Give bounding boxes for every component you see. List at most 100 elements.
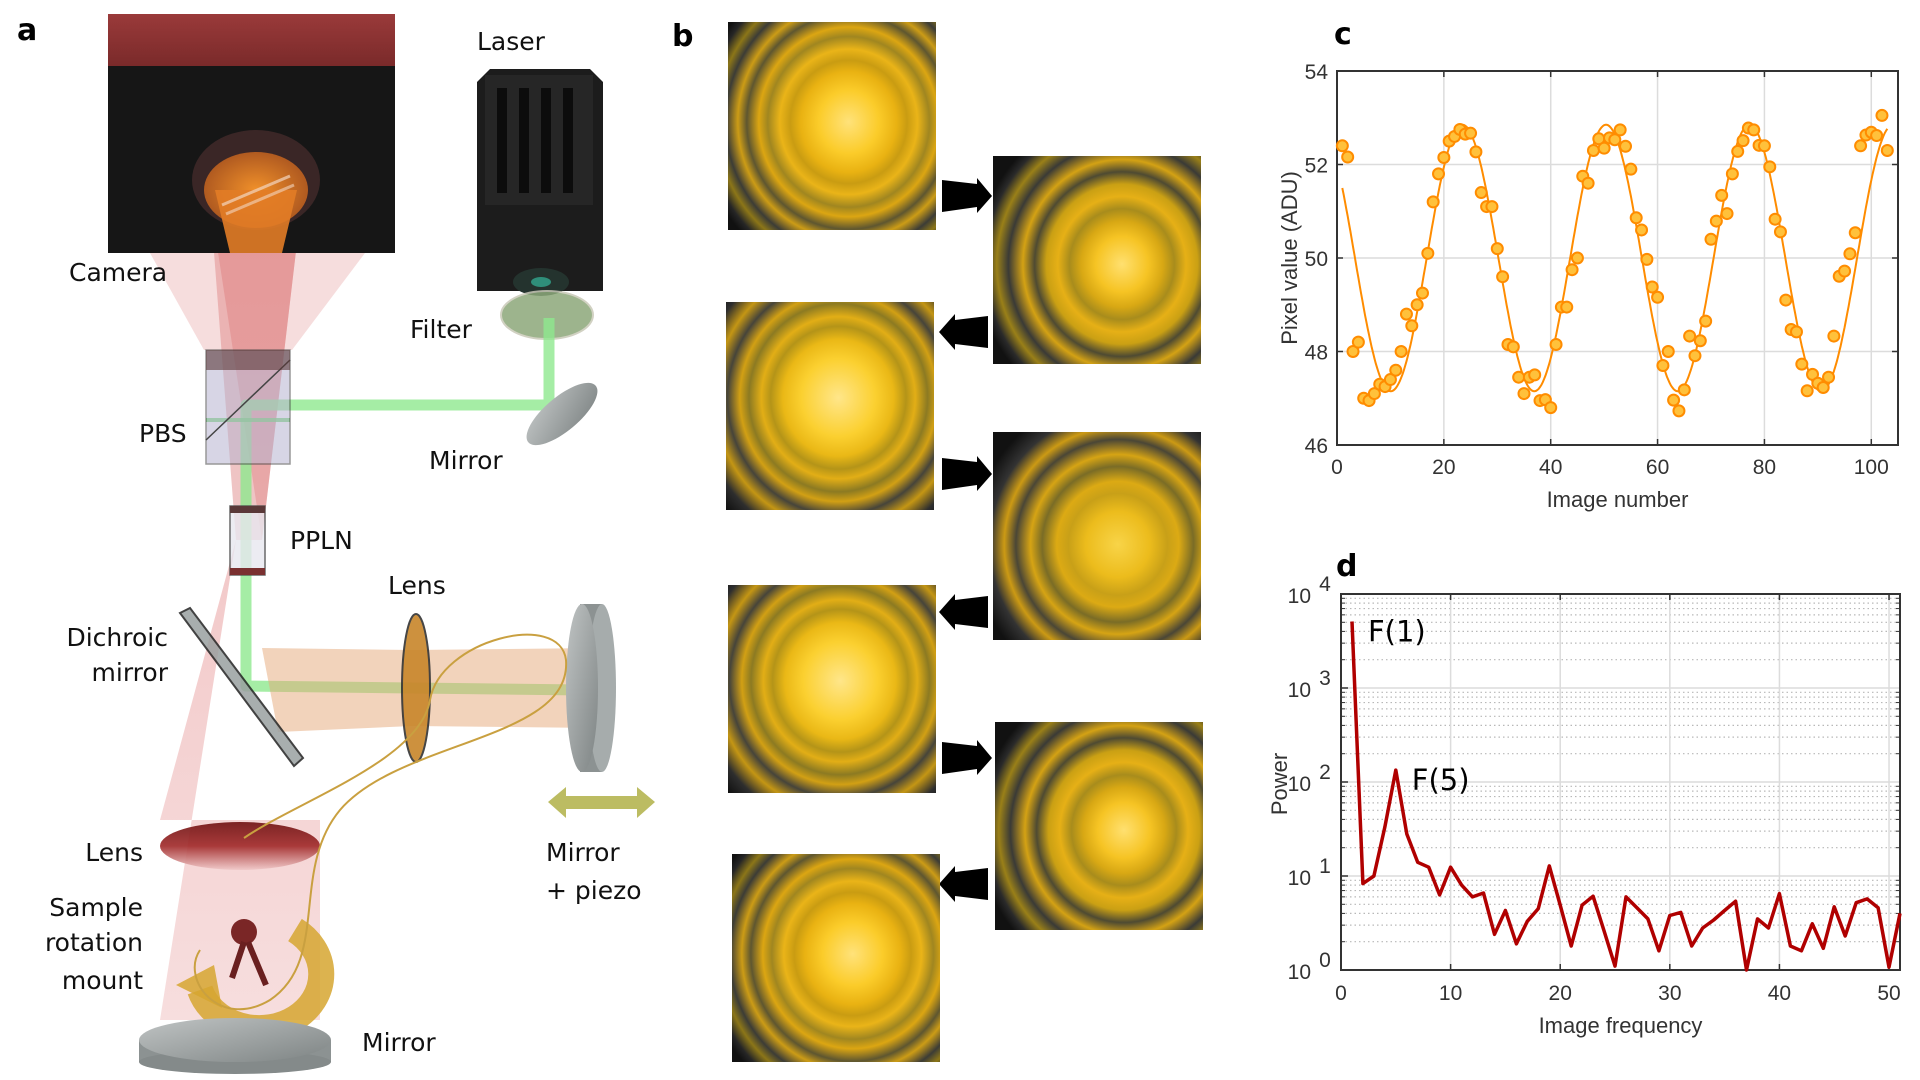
data-point: [1399, 307, 1413, 321]
data-point: [1624, 162, 1638, 176]
data-point: [1581, 176, 1595, 190]
data-point: [1800, 384, 1814, 398]
data-point: [1405, 319, 1419, 333]
data-point: [1725, 167, 1739, 181]
annotation-label: F(5): [1412, 763, 1470, 797]
data-point: [1383, 373, 1397, 387]
data-point: [1351, 335, 1365, 349]
x-tick-label: 60: [1646, 456, 1669, 479]
data-point: [1506, 340, 1520, 354]
data-point: [1822, 370, 1836, 384]
y-tick-exponent: 1: [1319, 855, 1331, 878]
data-point: [1640, 252, 1654, 266]
pbs-cube: [205, 349, 291, 465]
y-axis-label: Power: [1267, 753, 1292, 815]
data-point: [1731, 144, 1745, 158]
data-point: [1789, 325, 1803, 339]
x-axis-label: Image frequency: [1539, 1013, 1703, 1038]
data-point: [1346, 345, 1360, 358]
x-tick-label: 40: [1539, 456, 1562, 479]
data-point: [1586, 143, 1600, 157]
data-point: [1795, 357, 1809, 371]
data-point: [1367, 387, 1381, 401]
x-tick-label: 10: [1439, 982, 1462, 1005]
data-point: [1870, 129, 1884, 143]
data-point: [1549, 337, 1563, 351]
data-point: [1736, 134, 1750, 148]
x-tick-label: 0: [1335, 982, 1347, 1005]
data-point: [1565, 263, 1579, 277]
data-point: [1394, 345, 1408, 358]
y-axis-label: Pixel value (ADU): [1277, 171, 1302, 345]
data-point: [1848, 226, 1862, 240]
data-point: [1656, 359, 1670, 373]
label-pbs: PBS: [139, 419, 187, 448]
data-point: [1667, 393, 1681, 407]
data-point: [1688, 349, 1702, 363]
panel-label-a: a: [17, 13, 37, 48]
data-point: [1747, 123, 1761, 137]
lens-bottom: [160, 822, 320, 870]
label-mirror-piezo-line2: + piezo: [546, 876, 642, 905]
piezo-double-arrow: [548, 787, 655, 818]
label-mirror-bottom: Mirror: [362, 1028, 436, 1057]
plot-frame: [1336, 70, 1899, 446]
arrow-left-icon: [939, 314, 988, 350]
data-point: [1490, 242, 1504, 256]
y-tick-label: 10: [1288, 773, 1311, 796]
x-tick-label: 20: [1549, 982, 1572, 1005]
x-tick-label: 0: [1331, 456, 1343, 479]
data-point: [1645, 280, 1659, 294]
piezo-cable: [193, 633, 568, 1011]
label-laser: Laser: [477, 27, 546, 56]
data-point: [1570, 251, 1584, 265]
data-point: [1629, 211, 1643, 225]
ppln-crystal: [229, 505, 266, 576]
data-point: [1699, 314, 1713, 328]
data-point: [1597, 141, 1611, 155]
fringe-image-4: [993, 432, 1201, 640]
label-camera: Camera: [69, 258, 167, 287]
data-point: [1496, 270, 1510, 284]
y-tick-label: 10: [1288, 961, 1311, 984]
data-point: [1528, 368, 1542, 382]
x-tick-label: 100: [1854, 456, 1889, 479]
data-point: [1843, 247, 1857, 261]
plot-frame: [1340, 593, 1901, 971]
y-tick-label: 10: [1288, 867, 1311, 890]
label-lens-right: Lens: [388, 571, 446, 600]
data-point: [1651, 290, 1665, 304]
data-point: [1875, 108, 1889, 122]
mirror-piezo: [566, 604, 616, 772]
data-point: [1485, 200, 1499, 214]
panel-a-setup: a Camera Laser Filt: [17, 13, 655, 1074]
data-point: [1469, 145, 1483, 159]
data-point: [1677, 383, 1691, 397]
data-point: [1608, 133, 1622, 147]
data-point: [1544, 401, 1558, 415]
x-tick-label: 40: [1768, 982, 1791, 1005]
data-point: [1768, 212, 1782, 226]
panel-label-d: d: [1336, 549, 1357, 584]
data-point: [1613, 123, 1627, 137]
fringe-image-1: [728, 22, 936, 230]
data-point: [1720, 207, 1734, 221]
y-tick-label: 48: [1305, 342, 1328, 365]
label-mirror-piezo-line1: Mirror: [546, 838, 620, 867]
data-point: [1560, 300, 1574, 314]
data-point: [1432, 167, 1446, 181]
arrow-right-icon: [942, 178, 992, 213]
label-mirror-upper: Mirror: [429, 446, 503, 475]
data-point: [1854, 139, 1868, 153]
label-dichroic-line2: mirror: [92, 658, 169, 687]
x-tick-label: 50: [1877, 982, 1900, 1005]
arrow-left-icon: [939, 594, 988, 630]
annotation-label: F(1): [1368, 614, 1426, 648]
x-axis-label: Image number: [1547, 487, 1689, 512]
x-tick-label: 30: [1658, 982, 1681, 1005]
data-point: [1838, 264, 1852, 278]
data-point: [1827, 329, 1841, 343]
data-point: [1619, 139, 1633, 153]
